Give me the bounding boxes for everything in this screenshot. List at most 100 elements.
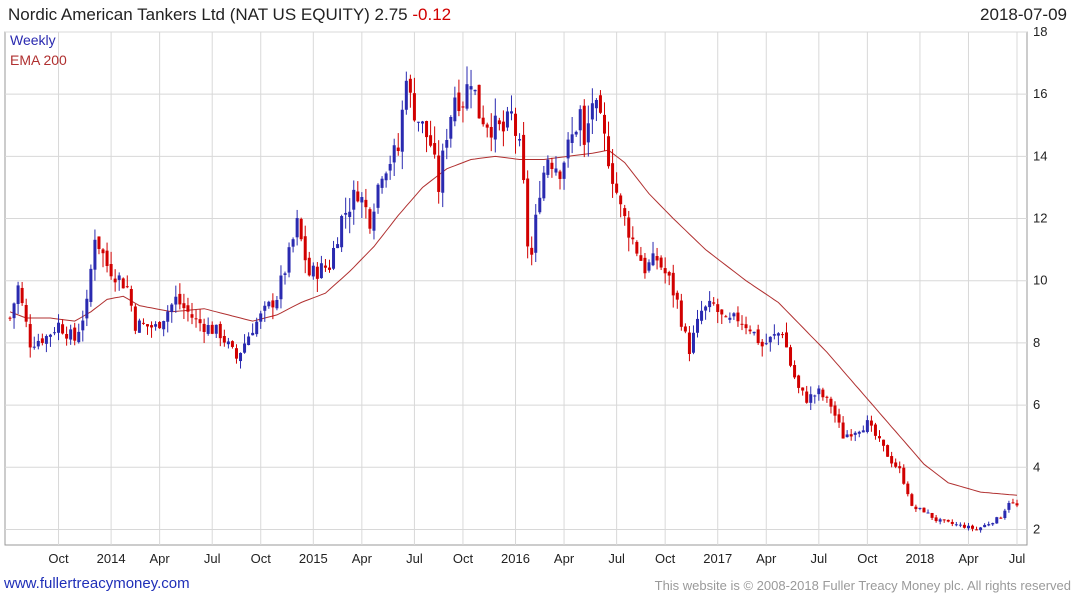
candle xyxy=(202,318,206,344)
legend-weekly: Weekly xyxy=(10,32,56,48)
candle xyxy=(425,120,429,153)
candle xyxy=(740,315,744,331)
x-tick-label: Oct xyxy=(251,551,272,566)
candle xyxy=(469,69,473,109)
candle xyxy=(287,242,291,278)
candle xyxy=(182,293,186,320)
x-tick-label: Apr xyxy=(352,551,373,566)
candle xyxy=(85,289,89,327)
candle xyxy=(578,105,582,147)
chart-date: 2018-07-09 xyxy=(980,5,1067,24)
candle xyxy=(784,322,788,348)
x-tick-label: Oct xyxy=(453,551,474,566)
candle xyxy=(154,321,158,331)
x-tick-label: Apr xyxy=(756,551,777,566)
candle xyxy=(332,240,336,271)
y-tick-label: 12 xyxy=(1033,211,1047,226)
candle xyxy=(793,360,797,380)
candle xyxy=(315,262,319,293)
candle xyxy=(509,95,513,121)
site-link[interactable]: www.fullertreacymoney.com xyxy=(4,575,190,592)
candle xyxy=(712,297,716,306)
candle xyxy=(696,309,700,338)
candle xyxy=(776,332,780,346)
candle xyxy=(137,318,141,333)
candle xyxy=(243,334,247,354)
candle xyxy=(530,236,534,266)
candle xyxy=(797,374,801,394)
candle xyxy=(853,431,857,442)
candle xyxy=(922,507,926,513)
candle xyxy=(809,386,813,411)
candle xyxy=(20,281,24,306)
candle xyxy=(962,522,966,529)
candle xyxy=(934,514,938,523)
candle xyxy=(226,337,230,349)
candle xyxy=(566,132,570,168)
candle xyxy=(946,519,950,523)
candle xyxy=(404,71,408,115)
candle xyxy=(768,336,772,352)
candle xyxy=(485,122,489,138)
candle xyxy=(24,298,28,328)
candle xyxy=(574,130,578,137)
candle xyxy=(477,84,481,119)
candle xyxy=(651,241,655,267)
candle xyxy=(263,301,267,322)
candle xyxy=(1011,498,1015,504)
candle xyxy=(230,340,234,349)
candle xyxy=(311,262,315,280)
x-tick-label: Apr xyxy=(554,551,575,566)
candle xyxy=(291,237,295,253)
candle xyxy=(542,165,546,201)
x-tick-label: Jul xyxy=(204,551,221,566)
candle xyxy=(1007,500,1011,513)
candle xyxy=(760,339,764,357)
candle xyxy=(295,209,299,246)
candle xyxy=(647,259,651,273)
candle xyxy=(857,430,861,438)
candle xyxy=(926,509,930,514)
candle xyxy=(16,281,20,314)
candle xyxy=(663,257,667,284)
candle xyxy=(623,204,627,226)
candle xyxy=(966,522,970,531)
candle xyxy=(514,107,518,154)
candle xyxy=(898,461,902,474)
candle xyxy=(873,422,877,440)
candle xyxy=(607,121,611,169)
candle xyxy=(675,290,679,309)
candle xyxy=(396,133,400,156)
candle xyxy=(902,464,906,485)
candle xyxy=(821,387,825,401)
candle xyxy=(602,102,606,152)
candle xyxy=(279,265,283,309)
candle xyxy=(150,321,154,338)
candle xyxy=(457,79,461,117)
y-tick-label: 2 xyxy=(1033,521,1040,536)
candle xyxy=(52,327,56,336)
candle xyxy=(882,439,886,452)
candle xyxy=(178,283,182,310)
candle xyxy=(251,323,255,336)
candle xyxy=(489,113,493,152)
candles xyxy=(8,66,1019,533)
candle xyxy=(829,396,833,414)
candle xyxy=(384,171,388,188)
candle xyxy=(643,253,647,279)
legend-ema: EMA 200 xyxy=(10,52,67,68)
candle xyxy=(412,77,416,122)
candle xyxy=(954,521,958,527)
candle xyxy=(728,312,732,324)
candle xyxy=(433,126,437,159)
candle xyxy=(518,133,522,147)
candle xyxy=(117,272,121,291)
candle xyxy=(121,277,125,289)
candle xyxy=(319,255,323,279)
candle xyxy=(158,321,162,329)
candle xyxy=(166,305,170,333)
candle xyxy=(364,188,368,219)
y-tick-label: 6 xyxy=(1033,397,1040,412)
candle xyxy=(259,310,263,329)
candle xyxy=(327,259,331,273)
